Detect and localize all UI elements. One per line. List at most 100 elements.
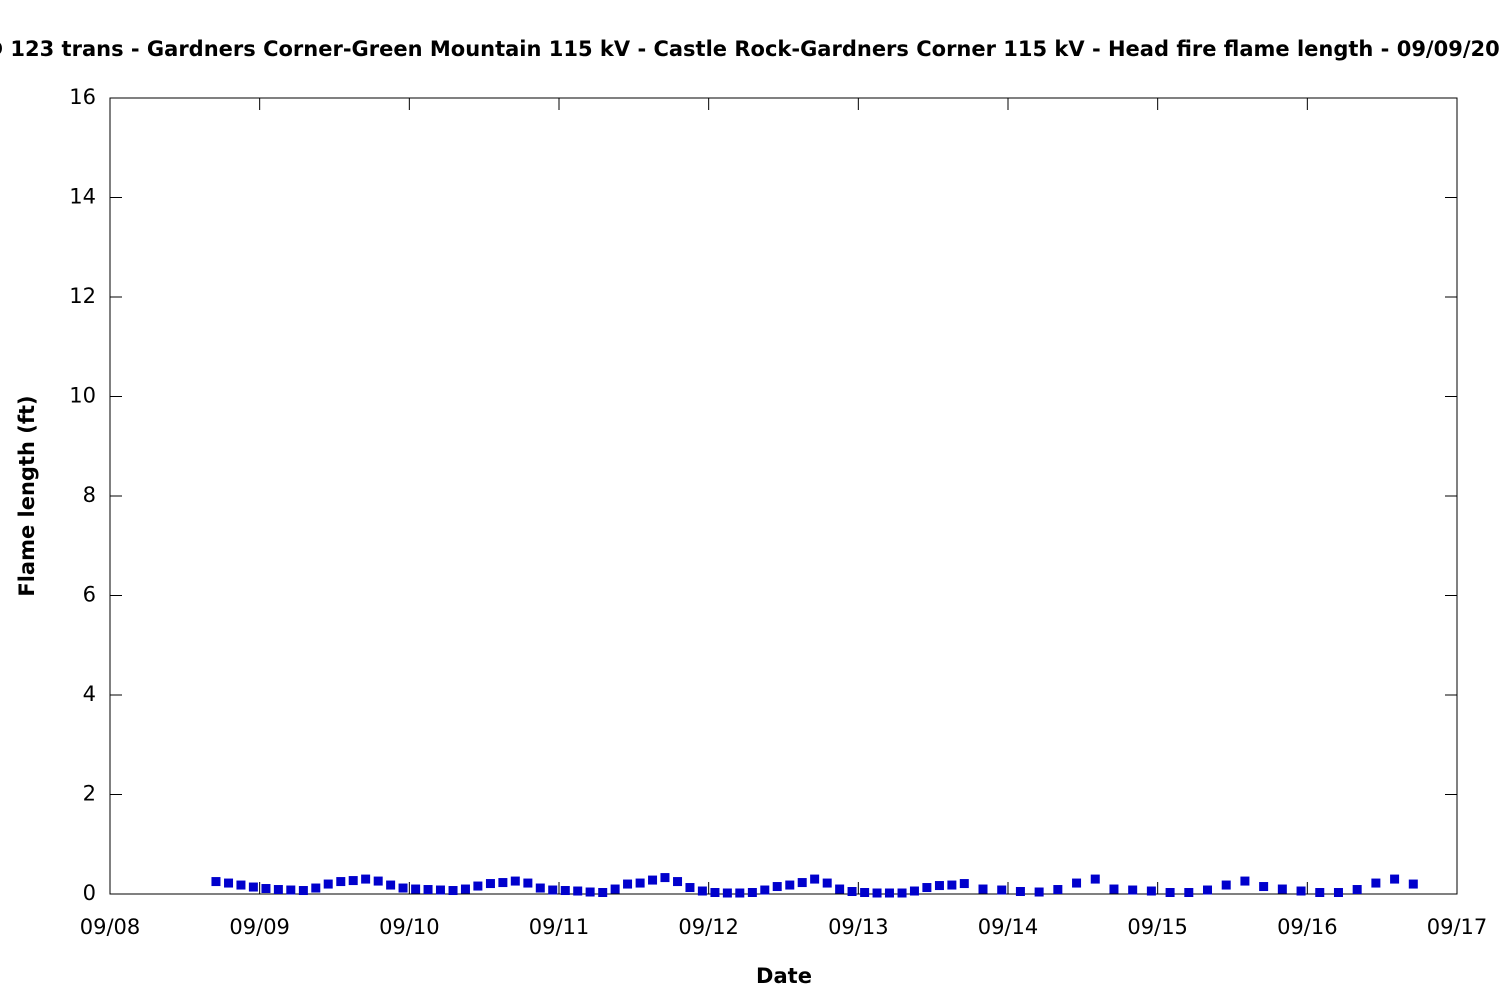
point — [660, 873, 670, 883]
point — [448, 886, 458, 896]
point — [835, 884, 845, 894]
point — [1053, 885, 1063, 895]
point — [1221, 880, 1231, 890]
point — [1408, 879, 1418, 889]
point — [884, 888, 894, 898]
point — [248, 882, 258, 892]
point — [261, 884, 271, 894]
point — [386, 880, 396, 890]
point — [1034, 887, 1044, 897]
point — [348, 876, 358, 886]
point — [797, 878, 807, 888]
point — [510, 876, 520, 886]
point — [959, 879, 969, 889]
point — [1015, 887, 1025, 897]
point — [922, 883, 932, 893]
point — [535, 883, 545, 893]
point — [460, 884, 470, 894]
point — [1259, 882, 1269, 892]
point — [1352, 885, 1362, 895]
point — [311, 883, 321, 893]
point — [323, 879, 333, 889]
point — [822, 878, 832, 888]
point — [286, 885, 296, 895]
y-tick-label: 12 — [69, 284, 96, 308]
point — [1128, 885, 1138, 895]
x-tick-label: 09/13 — [828, 915, 889, 939]
point — [978, 884, 988, 894]
chart-title: D 123 trans - Gardners Corner-Green Moun… — [0, 37, 1500, 61]
point — [298, 886, 308, 896]
point — [623, 879, 633, 889]
x-tick-label: 09/16 — [1277, 915, 1338, 939]
point — [897, 888, 907, 898]
y-tick-label: 0 — [83, 881, 96, 905]
point — [909, 886, 919, 896]
point — [273, 885, 283, 895]
x-tick-label: 09/10 — [379, 915, 440, 939]
y-tick-label: 14 — [69, 185, 96, 209]
x-tick-label: 09/14 — [978, 915, 1039, 939]
y-axis-label: Flame length (ft) — [15, 395, 39, 596]
point — [722, 888, 732, 898]
point — [1296, 886, 1306, 896]
point — [1203, 885, 1213, 895]
y-tick-label: 2 — [83, 782, 96, 806]
y-tick-label: 8 — [83, 483, 96, 507]
y-tick-label: 6 — [83, 583, 96, 607]
x-tick-label: 09/17 — [1427, 915, 1488, 939]
point — [697, 886, 707, 896]
point — [1240, 876, 1250, 886]
point — [411, 884, 421, 894]
point — [947, 880, 957, 890]
x-tick-label: 09/09 — [229, 915, 290, 939]
point — [934, 881, 944, 891]
y-tick-label: 10 — [69, 384, 96, 408]
point — [648, 875, 658, 885]
x-tick-label: 09/15 — [1127, 915, 1188, 939]
point — [610, 884, 620, 894]
point — [772, 882, 782, 892]
point — [585, 887, 595, 897]
point — [747, 888, 757, 898]
point — [685, 883, 695, 893]
point — [872, 888, 882, 898]
point — [435, 885, 445, 895]
point — [710, 888, 720, 898]
y-tick-label: 16 — [69, 85, 96, 109]
point — [1090, 874, 1100, 884]
point — [1277, 884, 1287, 894]
point — [1333, 888, 1343, 898]
point — [1165, 888, 1175, 898]
point — [398, 883, 408, 893]
point — [336, 877, 346, 887]
point — [598, 888, 608, 898]
point — [485, 879, 495, 889]
point — [847, 887, 857, 897]
point — [635, 878, 645, 888]
point — [211, 877, 221, 887]
point — [1315, 888, 1325, 898]
point — [423, 885, 433, 895]
x-tick-label: 09/08 — [80, 915, 141, 939]
point — [735, 888, 745, 898]
point — [548, 885, 558, 895]
point — [1390, 874, 1400, 884]
point — [1109, 884, 1119, 894]
point — [498, 878, 508, 888]
point — [1184, 888, 1194, 898]
point — [373, 876, 383, 886]
x-axis-label: Date — [756, 964, 812, 988]
point — [573, 886, 583, 896]
point — [673, 877, 683, 887]
point — [1146, 886, 1156, 896]
point — [997, 885, 1007, 895]
point — [523, 878, 533, 888]
x-tick-label: 09/11 — [529, 915, 590, 939]
plot-border — [109, 97, 1458, 895]
point — [473, 881, 483, 891]
y-tick-label: 4 — [83, 682, 96, 706]
point — [224, 878, 234, 888]
point — [1371, 878, 1381, 888]
